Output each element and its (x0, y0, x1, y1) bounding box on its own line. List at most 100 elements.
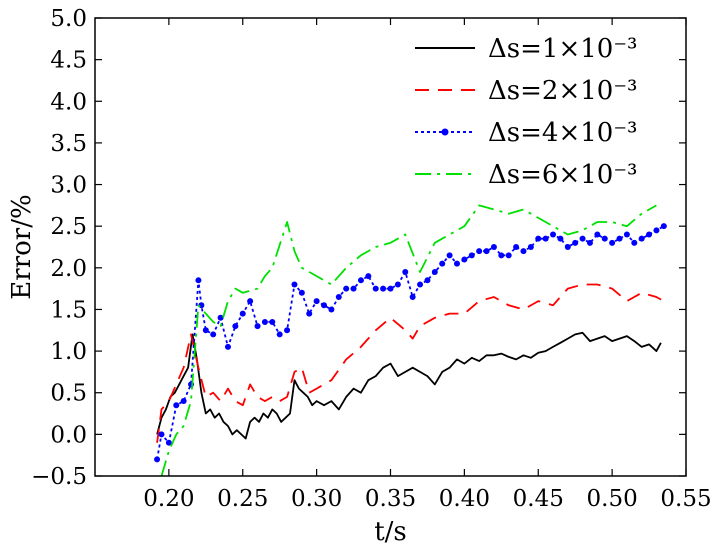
series-point (247, 298, 254, 305)
series-point (365, 273, 372, 280)
series-point (638, 235, 645, 242)
series-point (557, 235, 564, 242)
y-tick-label: 1.5 (50, 297, 87, 323)
series-point (601, 235, 608, 242)
series-line-3 (156, 225, 665, 460)
series-point (527, 244, 534, 250)
series-point (616, 235, 623, 242)
y-tick-label: 4.5 (50, 48, 87, 74)
y-tick-label: −0.5 (31, 464, 87, 490)
series-point (542, 235, 549, 242)
series-point (439, 260, 446, 267)
series-point (343, 285, 350, 292)
x-tick-label: 0.55 (660, 486, 711, 512)
y-tick-label: 3.0 (50, 173, 87, 199)
y-tick-label: 0.5 (50, 381, 87, 407)
series-point (609, 239, 616, 246)
series-point (239, 310, 246, 317)
series-point (520, 248, 527, 255)
series-point (232, 323, 239, 330)
series-point (468, 252, 475, 259)
series-point (224, 343, 231, 350)
series-point (594, 231, 601, 238)
series-point (498, 252, 505, 259)
x-axis-label: t/s (374, 517, 407, 547)
y-tick-label: 5.0 (50, 6, 87, 32)
series-point (535, 235, 542, 242)
series-line-1 (156, 331, 662, 440)
series-point (513, 244, 520, 250)
series-line-2 (156, 283, 665, 443)
series-point (154, 456, 161, 463)
series-point (357, 277, 364, 284)
legend-label-4: Δs=6×10⁻³ (488, 160, 637, 190)
x-tick-label: 0.20 (143, 486, 194, 512)
y-axis-label: Error/% (7, 194, 37, 299)
series-point (306, 310, 313, 317)
x-tick-label: 0.50 (587, 486, 638, 512)
series-point (550, 231, 557, 238)
x-tick-label: 0.35 (365, 486, 416, 512)
series-point (261, 318, 268, 325)
series-point (579, 235, 586, 242)
series-point (217, 314, 224, 321)
series-point (586, 239, 593, 246)
series-point (564, 244, 571, 250)
series-point (269, 318, 276, 325)
series-point (180, 398, 187, 405)
series-point (254, 323, 261, 330)
series-point (165, 439, 172, 446)
series-point (276, 331, 283, 338)
series-point (453, 260, 460, 267)
series-point (572, 239, 579, 246)
series-point (660, 223, 667, 230)
y-tick-label: 0.0 (50, 422, 87, 448)
series-point (173, 402, 180, 409)
series-point (350, 285, 357, 292)
y-tick-label: 4.0 (50, 89, 87, 115)
x-tick-label: 0.30 (291, 486, 342, 512)
legend-label-1: Δs=1×10⁻³ (488, 34, 637, 64)
series-point (328, 306, 335, 313)
series-point (631, 239, 638, 246)
series-point (483, 248, 490, 255)
series-point (653, 227, 660, 234)
legend-label-2: Δs=2×10⁻³ (488, 76, 637, 106)
y-tick-label: 1.0 (50, 339, 87, 365)
chart-series (154, 204, 667, 477)
series-point (646, 231, 653, 238)
series-point (402, 268, 409, 275)
series-point (424, 277, 431, 284)
series-point (291, 281, 298, 288)
y-tick-label: 2.5 (50, 214, 87, 240)
series-point (210, 331, 217, 338)
series-point (409, 293, 416, 300)
series-point (461, 256, 468, 263)
plot-frame (94, 17, 687, 477)
series-point (158, 431, 165, 438)
series-point (298, 289, 305, 296)
series-point (284, 327, 291, 334)
series-point (321, 302, 328, 309)
series-point (417, 281, 424, 288)
legend-marker (441, 128, 449, 136)
series-point (505, 252, 512, 259)
series-line-4 (160, 204, 657, 477)
axis-ticks: 0.20 0.25 0.30 0.35 0.40 0.45 0.50 0.55 −0.5 0.0 0… (31, 6, 711, 512)
x-tick-label: 0.45 (513, 486, 564, 512)
x-tick-label: 0.25 (217, 486, 268, 512)
series-point (387, 285, 394, 292)
series-point (313, 298, 320, 305)
series-point (431, 268, 438, 275)
series-point (195, 277, 202, 284)
series-point (380, 285, 387, 292)
legend: Δs=1×10⁻³ Δs=2×10⁻³ Δs=4×10⁻³ Δs=6×10⁻³ (415, 34, 637, 190)
series-point (476, 248, 483, 255)
series-point (202, 327, 209, 334)
series-point (394, 281, 401, 288)
series-point (446, 252, 453, 259)
series-point (372, 285, 379, 292)
series-point (490, 244, 497, 250)
series-point (335, 293, 342, 300)
